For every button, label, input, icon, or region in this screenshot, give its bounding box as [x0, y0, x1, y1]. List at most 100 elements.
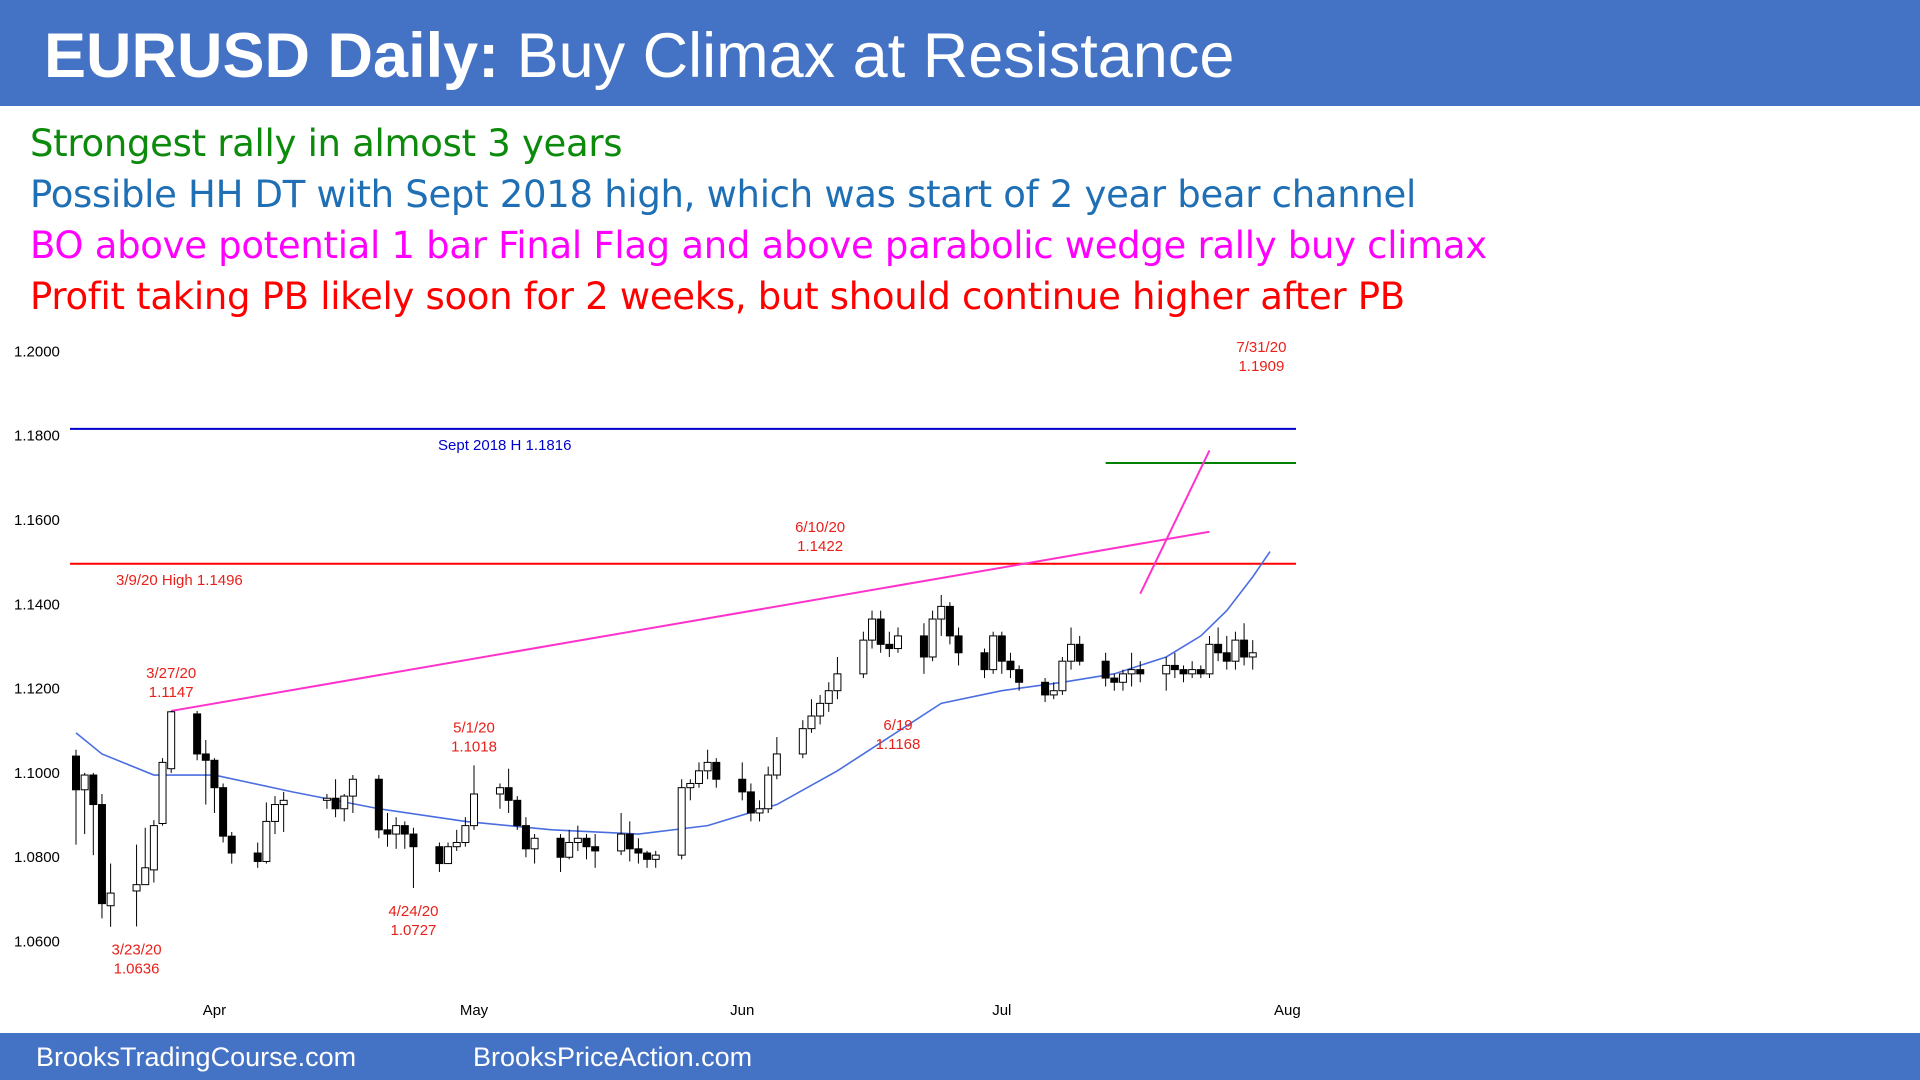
candle-body	[980, 652, 989, 671]
candle-body	[158, 761, 167, 825]
candle-body	[271, 804, 280, 822]
y-tick-label: 1.0600	[14, 934, 60, 951]
y-tick-label: 1.0800	[14, 849, 60, 866]
candle-body	[219, 787, 228, 837]
candle-body	[444, 846, 453, 865]
candle-body	[868, 618, 877, 641]
candle-body	[461, 825, 470, 843]
candle-body	[746, 791, 755, 814]
wedge-trendline	[171, 530, 1210, 712]
sept-2018-high-label: Sept 2018 H 1.1816	[438, 437, 571, 454]
candle-body	[521, 825, 530, 850]
candle-body	[400, 825, 409, 835]
candle-body	[703, 761, 712, 772]
candle-body	[530, 837, 539, 850]
candle-body	[132, 884, 141, 892]
candle-body	[1196, 669, 1205, 675]
candle-body	[340, 795, 349, 810]
candle-body	[677, 787, 686, 856]
march-9-high-label: 3/9/20 High 1.1496	[116, 572, 243, 589]
candle-body	[1015, 669, 1024, 683]
candle-body	[772, 753, 781, 776]
candle-body	[634, 848, 643, 854]
candle-body	[1231, 639, 1240, 662]
candle-body	[435, 846, 444, 865]
candle-body	[504, 787, 513, 801]
candle-body	[591, 846, 600, 852]
candle-body	[392, 825, 401, 835]
footer-banner: BrooksTradingCourse.com BrooksPriceActio…	[0, 1033, 1920, 1080]
candle-body	[1205, 643, 1214, 675]
candle-body	[824, 690, 833, 704]
candle-body	[893, 635, 902, 650]
candle-body	[625, 833, 634, 850]
candle-body	[1118, 673, 1127, 683]
candle-body	[331, 797, 340, 810]
candle-body	[997, 635, 1006, 662]
candle-body	[945, 605, 954, 637]
candle-body	[374, 778, 383, 831]
annotation-label: 3/23/20	[112, 941, 162, 958]
candle-body	[409, 833, 418, 848]
candle-body	[712, 761, 721, 780]
candle-body	[1136, 669, 1145, 675]
candle-body	[383, 829, 392, 835]
candle-body	[686, 782, 695, 789]
annotation-label: 5/1/20	[453, 719, 495, 736]
title-banner: EURUSD Daily: Buy Climax at Resistance	[0, 0, 1920, 106]
candle-body	[452, 841, 461, 848]
candle-body	[1214, 643, 1223, 654]
candle-body	[279, 799, 288, 806]
candle-body	[253, 852, 262, 862]
y-tick-label: 1.1000	[14, 765, 60, 782]
candle-body	[928, 618, 937, 658]
footer-left-site[interactable]: BrooksTradingCourse.com	[36, 1042, 357, 1072]
candle-body	[1127, 669, 1136, 675]
candle-body	[764, 774, 773, 810]
candle-body	[755, 808, 764, 814]
annotation-label: 1.0727	[391, 922, 437, 939]
candle-body	[1041, 681, 1050, 696]
candle-body	[798, 728, 807, 755]
x-tick-label: Jul	[992, 1002, 1011, 1019]
candle-body	[1049, 690, 1058, 696]
title-rest: Buy Climax at Resistance	[499, 21, 1235, 91]
candle-body	[617, 833, 626, 852]
note-strongest-rally: Strongest rally in almost 3 years	[30, 122, 623, 165]
annotation-label: 7/31/20	[1236, 339, 1286, 356]
x-tick-label: Apr	[203, 1002, 226, 1019]
candle-body	[937, 605, 946, 620]
candle-body	[89, 774, 98, 806]
annotation-label: 1.1909	[1238, 358, 1284, 375]
candle-body	[565, 841, 574, 858]
candle-body	[1170, 664, 1179, 671]
candle-body	[859, 639, 868, 675]
x-tick-label: May	[460, 1002, 489, 1019]
footer-right-site[interactable]: BrooksPriceAction.com	[473, 1042, 753, 1072]
annotation-label: 1.0636	[114, 960, 160, 977]
y-tick-label: 1.1800	[14, 428, 60, 445]
candle-body	[322, 797, 331, 801]
note-breakout: BO above potential 1 bar Final Flag and …	[30, 224, 1487, 267]
annotation-label: 6/19	[883, 717, 912, 734]
candle-body	[495, 787, 504, 795]
candle-body	[227, 835, 236, 854]
candle-body	[210, 759, 219, 789]
annotation-label: 1.1147	[149, 684, 194, 701]
annotation-label: 1.1422	[797, 538, 843, 555]
candle-body	[954, 635, 963, 654]
candle-body	[807, 715, 816, 730]
y-tick-label: 1.1600	[14, 512, 60, 529]
candle-body	[1188, 669, 1197, 675]
candle-body	[833, 673, 842, 692]
candle-body	[1179, 669, 1188, 675]
candle-body	[651, 854, 660, 860]
candle-body	[643, 852, 652, 860]
candle-body	[513, 799, 522, 827]
candle-body	[167, 711, 176, 770]
candle-body	[1110, 677, 1119, 683]
candle-body	[1240, 639, 1249, 658]
candle-body	[556, 837, 565, 858]
candle-body	[1222, 652, 1231, 662]
